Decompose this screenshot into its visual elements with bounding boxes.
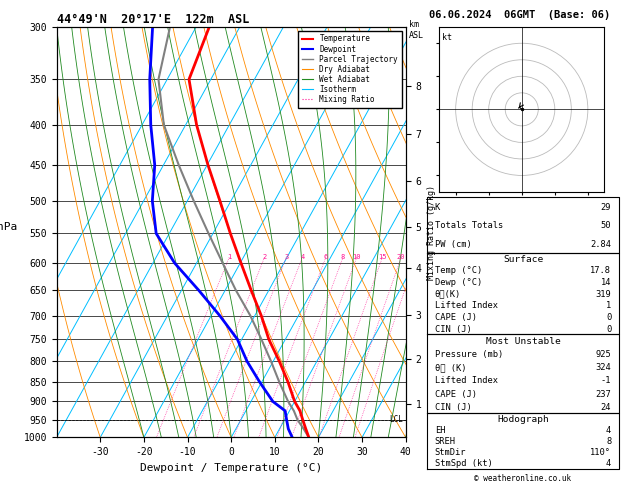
Text: Pressure (mb): Pressure (mb): [435, 350, 503, 359]
Text: 06.06.2024  06GMT  (Base: 06): 06.06.2024 06GMT (Base: 06): [429, 10, 610, 20]
Text: CAPE (J): CAPE (J): [435, 313, 477, 322]
Y-axis label: hPa: hPa: [0, 222, 17, 232]
Text: θᴇ(K): θᴇ(K): [435, 290, 461, 298]
Text: PW (cm): PW (cm): [435, 240, 472, 249]
Text: 319: 319: [596, 290, 611, 298]
Text: 24: 24: [601, 403, 611, 412]
Text: 29: 29: [601, 203, 611, 211]
Text: StmSpd (kt): StmSpd (kt): [435, 459, 493, 469]
Text: 10: 10: [352, 255, 361, 260]
Text: -1: -1: [601, 377, 611, 385]
Text: SREH: SREH: [435, 437, 456, 446]
Text: Temp (°C): Temp (°C): [435, 266, 482, 275]
Text: 8: 8: [341, 255, 345, 260]
Text: kt: kt: [442, 34, 452, 42]
Text: 4: 4: [606, 459, 611, 469]
Text: Dewp (°C): Dewp (°C): [435, 278, 482, 287]
Text: CIN (J): CIN (J): [435, 403, 472, 412]
Text: 1: 1: [606, 301, 611, 310]
Text: 8: 8: [606, 437, 611, 446]
Text: 4: 4: [606, 426, 611, 435]
Text: LCL: LCL: [389, 416, 404, 424]
Text: 44°49'N  20°17'E  122m  ASL: 44°49'N 20°17'E 122m ASL: [57, 13, 249, 26]
Text: CIN (J): CIN (J): [435, 325, 472, 333]
Text: Surface: Surface: [503, 255, 543, 263]
Text: 110°: 110°: [590, 448, 611, 457]
Text: StmDir: StmDir: [435, 448, 466, 457]
Text: 1: 1: [227, 255, 231, 260]
Text: Totals Totals: Totals Totals: [435, 221, 503, 230]
Text: km
ASL: km ASL: [409, 20, 424, 40]
Text: CAPE (J): CAPE (J): [435, 390, 477, 399]
Text: 50: 50: [601, 221, 611, 230]
Text: 17.8: 17.8: [590, 266, 611, 275]
Text: 14: 14: [601, 278, 611, 287]
Text: 324: 324: [596, 364, 611, 372]
Text: 3: 3: [284, 255, 288, 260]
Text: 15: 15: [378, 255, 387, 260]
Text: Lifted Index: Lifted Index: [435, 301, 498, 310]
Text: 925: 925: [596, 350, 611, 359]
X-axis label: Dewpoint / Temperature (°C): Dewpoint / Temperature (°C): [140, 463, 322, 473]
Text: 2.84: 2.84: [590, 240, 611, 249]
Text: Lifted Index: Lifted Index: [435, 377, 498, 385]
Legend: Temperature, Dewpoint, Parcel Trajectory, Dry Adiabat, Wet Adiabat, Isotherm, Mi: Temperature, Dewpoint, Parcel Trajectory…: [298, 31, 402, 108]
Text: 0: 0: [606, 325, 611, 333]
Text: Hodograph: Hodograph: [497, 415, 549, 424]
Y-axis label: Mixing Ratio (g/kg): Mixing Ratio (g/kg): [427, 185, 436, 279]
Text: 2: 2: [262, 255, 267, 260]
Text: θᴇ (K): θᴇ (K): [435, 364, 466, 372]
Text: 4: 4: [300, 255, 304, 260]
Text: © weatheronline.co.uk: © weatheronline.co.uk: [474, 474, 571, 483]
Text: 20: 20: [397, 255, 406, 260]
Text: EH: EH: [435, 426, 445, 435]
Text: 237: 237: [596, 390, 611, 399]
Text: 0: 0: [606, 313, 611, 322]
Text: 6: 6: [324, 255, 328, 260]
Text: K: K: [435, 203, 440, 211]
Text: Most Unstable: Most Unstable: [486, 337, 560, 346]
